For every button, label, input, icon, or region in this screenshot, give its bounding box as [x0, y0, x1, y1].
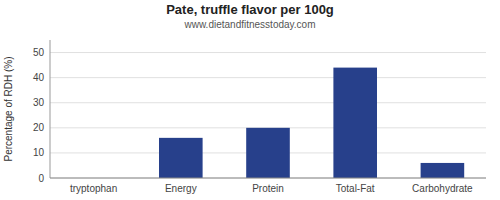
grid — [50, 53, 486, 178]
y-tick-label: 30 — [33, 97, 45, 108]
bar — [333, 68, 377, 178]
chart-container: Pate, truffle flavor per 100g www.dietand… — [0, 0, 500, 200]
x-tick-label: Total-Fat — [336, 183, 375, 194]
grid-line — [50, 52, 486, 53]
subtitle: www.dietandfitnesstoday.com — [184, 19, 316, 30]
x-tick-label: Protein — [252, 183, 284, 194]
x-tick-label: tryptophan — [70, 183, 117, 194]
y-tick-label: 50 — [33, 47, 45, 58]
x-axis-line — [50, 178, 486, 179]
y-tick-label: 40 — [33, 72, 45, 83]
y-tick-label: 20 — [33, 122, 45, 133]
chart: Pate, truffle flavor per 100g www.dietand… — [0, 0, 500, 200]
grid-line — [50, 77, 486, 78]
y-axis-label: Percentage of RDH (%) — [3, 56, 14, 161]
y-axis-line — [50, 40, 51, 178]
x-tick-label: Carbohydrate — [412, 183, 473, 194]
grid-line — [50, 102, 486, 103]
y-tick-label: 0 — [38, 173, 44, 184]
bar — [159, 138, 203, 178]
bar — [421, 163, 465, 178]
title: Pate, truffle flavor per 100g — [166, 2, 334, 17]
bar — [246, 128, 290, 178]
grid-line — [50, 178, 486, 179]
bars — [159, 68, 464, 178]
x-tick-label: Energy — [165, 183, 197, 194]
y-tick-label: 10 — [33, 147, 45, 158]
